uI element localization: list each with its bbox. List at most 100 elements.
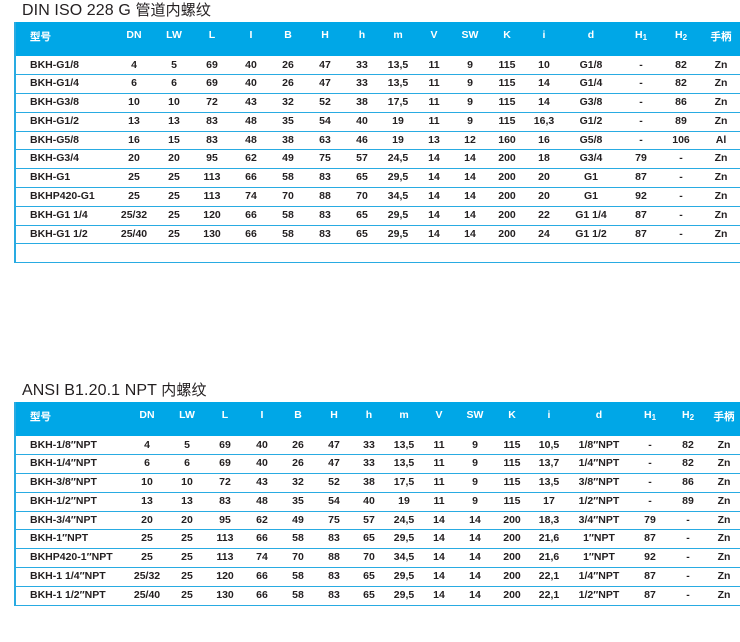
cell-lw: 5 bbox=[168, 435, 206, 456]
table-row: BKH-1″NPT 25 25 113 66 58 83 65 29,5 14 14 200 21,6 1… bbox=[16, 529, 740, 550]
cell-model: BKH-3/4″NPT bbox=[16, 511, 126, 531]
cell-i: 40 bbox=[244, 454, 280, 475]
cell-手柄: Zn bbox=[700, 206, 740, 226]
cell-dn: 13 bbox=[112, 112, 156, 132]
cell-l: 120 bbox=[206, 567, 244, 587]
title-chinese-din: 管道内螺纹 bbox=[135, 1, 211, 19]
cell-i: 43 bbox=[244, 473, 280, 493]
col-header-l: L bbox=[192, 22, 232, 56]
cell-h: 83 bbox=[316, 586, 352, 606]
title-standard-ansi: ANSI B1.20.1 NPT bbox=[22, 382, 157, 399]
cell-h1: 87 bbox=[620, 225, 662, 245]
cell-h2: - bbox=[662, 206, 700, 226]
cell-h: 47 bbox=[306, 55, 344, 76]
col-header-v: V bbox=[422, 402, 456, 436]
cell-d: G5/8 bbox=[562, 131, 620, 151]
cell-手柄: Zn bbox=[706, 473, 740, 493]
cell-h2: - bbox=[670, 567, 706, 587]
cell-h2: - bbox=[670, 548, 706, 569]
cell-model: BKH-1 1/4″NPT bbox=[16, 567, 126, 587]
table-row: BKH-1 1/4″NPT 25/32 25 120 66 58 83 65 29,5 14 14 2… bbox=[16, 567, 740, 587]
cell-sw: 14 bbox=[456, 567, 494, 587]
cell-i: 48 bbox=[232, 112, 270, 132]
table-body-din: BKH-G1/8 4 5 69 40 26 47 33 13,5 11 9 115 10 G1/8-82 Z… bbox=[16, 55, 740, 264]
cell-h: 38 bbox=[344, 93, 380, 113]
col-header-model: 型号 bbox=[16, 22, 112, 56]
cell-i: 22,1 bbox=[530, 567, 568, 587]
cell-k: 115 bbox=[494, 435, 530, 456]
cell-i: 18 bbox=[526, 149, 562, 170]
cell-h2: - bbox=[662, 187, 700, 207]
cell-h: 70 bbox=[344, 187, 380, 207]
cell-i: 48 bbox=[232, 131, 270, 151]
cell-sw: 14 bbox=[456, 529, 494, 550]
col-header-h1: H1 bbox=[630, 402, 670, 436]
cell-model: BKH-G1/2 bbox=[16, 112, 112, 132]
table-row-empty bbox=[16, 243, 740, 264]
spec-section-ansi-npt: ANSI B1.20.1 NPT 内螺纹 型号 DN LW L bbox=[0, 380, 740, 606]
cell-d: G3/8 bbox=[562, 93, 620, 113]
cell-dn: 4 bbox=[126, 435, 168, 456]
table-row: BKH-G3/4 20 20 95 62 49 75 57 24,5 14 14 200 18 G3/4 7… bbox=[16, 149, 740, 170]
cell-h: 83 bbox=[316, 529, 352, 550]
cell-i: 18,3 bbox=[530, 511, 568, 531]
cell-v: 14 bbox=[416, 168, 452, 189]
cell-d: 1/2″NPT bbox=[568, 586, 630, 606]
cell-h: 75 bbox=[316, 511, 352, 531]
table-row: BKH-3/8″NPT 10 10 72 43 32 52 38 17,5 11 9 115 13,5 3… bbox=[16, 473, 740, 493]
col-header-h2: H2 bbox=[670, 402, 706, 436]
cell-v: 11 bbox=[416, 74, 452, 95]
cell-h1: - bbox=[630, 473, 670, 493]
cell-h: 83 bbox=[306, 168, 344, 189]
cell-m: 29,5 bbox=[386, 529, 422, 550]
cell-i: 74 bbox=[244, 548, 280, 569]
cell-h1: 87 bbox=[630, 567, 670, 587]
cell-dn: 25 bbox=[126, 548, 168, 569]
cell-dn: 20 bbox=[126, 511, 168, 531]
cell-l: 113 bbox=[206, 548, 244, 569]
cell-b: 35 bbox=[270, 112, 306, 132]
cell-h1: - bbox=[620, 55, 662, 76]
col-header-model: 型号 bbox=[16, 402, 126, 436]
cell-手柄: Zn bbox=[706, 492, 740, 512]
cell-h1: 92 bbox=[630, 548, 670, 569]
cell-i: 20 bbox=[526, 187, 562, 207]
table-row: BKH-G1/4 6 6 69 40 26 47 33 13,5 11 9 115 14 G1/4-82 Z… bbox=[16, 74, 740, 95]
col-header-handle: 手柄 bbox=[706, 402, 740, 436]
cell-model: BKH-1/4″NPT bbox=[16, 454, 126, 475]
cell-手柄: Zn bbox=[700, 112, 740, 132]
title-chinese-ansi: 内螺纹 bbox=[161, 381, 207, 399]
table-row: BKH-1 1/2″NPT 25/40 25 130 66 58 83 65 29,5 14 14 2… bbox=[16, 586, 740, 606]
cell-i: 10,5 bbox=[530, 435, 568, 456]
cell-m: 13,5 bbox=[380, 74, 416, 95]
cell-m: 13,5 bbox=[386, 454, 422, 475]
cell-k: 115 bbox=[494, 473, 530, 493]
col-header-sw: SW bbox=[456, 402, 494, 436]
cell-b: 58 bbox=[280, 567, 316, 587]
cell-sw: 14 bbox=[452, 206, 488, 226]
cell-i: 24 bbox=[526, 225, 562, 245]
cell-b: 26 bbox=[270, 55, 306, 76]
cell-h: 52 bbox=[316, 473, 352, 493]
col-header-k: K bbox=[494, 402, 530, 436]
col-header-d: d bbox=[568, 402, 630, 436]
cell-h1: - bbox=[630, 492, 670, 512]
col-header-h1: H1 bbox=[620, 22, 662, 56]
cell-l: 69 bbox=[206, 435, 244, 456]
cell-l: 130 bbox=[206, 586, 244, 606]
cell-v: 11 bbox=[422, 473, 456, 493]
cell-i: 74 bbox=[232, 187, 270, 207]
cell-v: 11 bbox=[422, 454, 456, 475]
cell-model: BKH-G3/4 bbox=[16, 149, 112, 170]
col-header-l: L bbox=[206, 402, 244, 436]
cell-h2: - bbox=[662, 168, 700, 189]
cell-h1: - bbox=[620, 93, 662, 113]
cell-d: G1/2 bbox=[562, 112, 620, 132]
cell-h: 65 bbox=[344, 206, 380, 226]
cell-b: 26 bbox=[270, 74, 306, 95]
cell-h: 75 bbox=[306, 149, 344, 170]
cell-sw: 9 bbox=[452, 74, 488, 95]
cell-h2: - bbox=[662, 149, 700, 170]
cell-k: 160 bbox=[488, 131, 526, 151]
cell-h: 57 bbox=[352, 511, 386, 531]
